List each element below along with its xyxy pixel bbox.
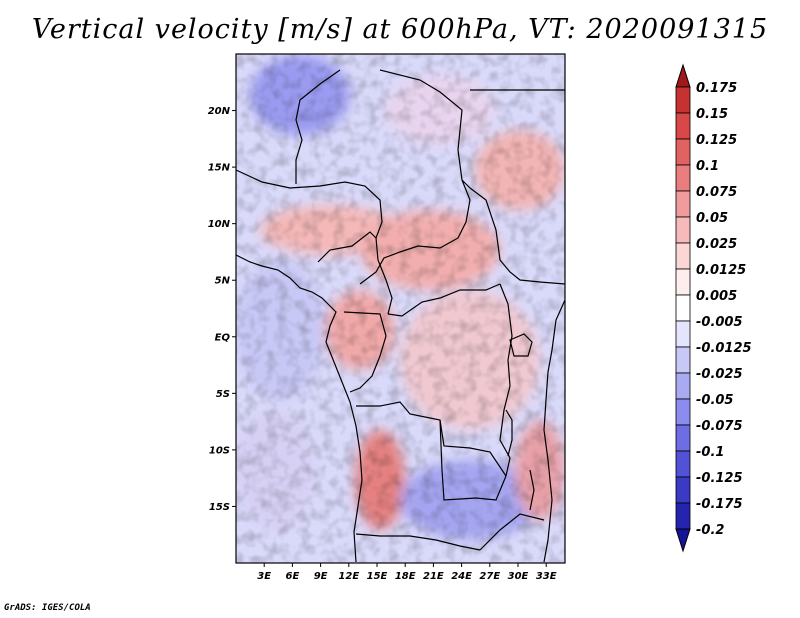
colorbar-level-label: 0.025 [696,237,737,252]
lon-tick-label: 3E [257,571,271,582]
border-car [387,283,501,317]
colorbar-segment [675,268,691,296]
colorbar-level-label: -0.025 [696,367,743,382]
border-sudan [469,187,565,285]
border-zambia-zimbabwe [479,513,545,551]
lat-tick-label: 20N [208,106,231,117]
border-namibia [355,533,481,551]
border-drc-south [356,401,507,477]
lake-malawi [529,469,535,511]
lon-tick-label: 24E [451,571,472,582]
lat-tick-label: 10N [208,219,231,230]
colorbar-segment [675,242,691,270]
colorbar-segment [675,450,691,478]
colorbar: 0.175 0.15 0.125 0.1 0.075 0.05 0.025 0.0125 0.0… [675,63,752,553]
colorbar-segment [675,164,691,192]
lon-tick-label: 21E [423,571,444,582]
colorbar-level-label: 0.15 [696,107,728,122]
grads-credit: GrADS: IGES/COLA [4,603,91,613]
coastline-east-africa [543,299,565,563]
colorbar-level-label: -0.075 [696,419,743,434]
border-nigeria-cameroon [317,231,393,315]
colorbar-level-label: -0.125 [696,471,743,486]
lon-tick-label: 33E [536,571,557,582]
colorbar-level-label: -0.005 [696,315,743,330]
lon-tick-label: 9E [314,571,328,582]
border-sahel [236,169,383,239]
border-mali-niger [295,69,341,184]
lon-tick-label: 18E [395,571,416,582]
colorbar-segment [675,372,691,400]
longitude-axis: 3E 6E 9E 12E 15E 18E 21E 24E 27E 30E 33E [257,563,557,582]
colorbar-top-arrow [675,63,691,88]
colorbar-level-label: 0.075 [696,185,737,200]
border-angola-zambia [439,419,507,501]
field-texture [236,54,565,563]
lat-tick-label: 5N [215,276,231,287]
colorbar-segment [675,346,691,374]
colorbar-level-label: 0.1 [696,159,719,174]
coastline-west-africa [236,254,363,563]
lon-tick-label: 27E [479,571,500,582]
lat-tick-label: 15S [209,502,230,513]
colorbar-segment [675,216,691,244]
colorbar-segment [675,476,691,504]
lat-tick-label: 10S [209,445,230,456]
map-title: Vertical velocity [m/s] at 600hPa, VT: 2… [31,14,769,45]
country-borders [236,69,565,563]
colorbar-level-label: -0.0125 [696,341,752,356]
colorbar-segment [675,502,691,530]
lat-tick-label: EQ [215,332,231,343]
vertical-velocity-field [236,54,565,563]
lon-tick-label: 6E [286,571,300,582]
colorbar-level-label: 0.175 [696,81,737,96]
colorbar-level-label: -0.175 [696,497,743,512]
colorbar-segment [675,112,691,140]
lon-tick-label: 30E [508,571,529,582]
lat-tick-label: 5S [216,389,230,400]
lake-victoria [509,333,533,357]
colorbar-level-label: 0.05 [696,211,728,226]
colorbar-segment [675,424,691,452]
colorbar-segment [675,320,691,348]
latitude-axis: 20N 15N 10N 5N EQ 5S 10S 15S [208,106,236,513]
colorbar-level-label: -0.05 [696,393,733,408]
border-congo [343,311,387,393]
lon-tick-label: 12E [338,571,359,582]
colorbar-segment [675,398,691,426]
colorbar-level-label: -0.2 [696,523,724,538]
colorbar-segment [675,294,691,322]
colorbar-level-label: 0.0125 [696,263,746,278]
colorbar-bottom-arrow [675,528,691,553]
colorbar-segment [675,190,691,218]
plot-frame [235,53,566,564]
lat-tick-label: 15N [208,163,231,174]
colorbar-level-label: 0.005 [696,289,737,304]
colorbar-level-label: -0.1 [696,445,724,460]
lake-tanganyika [505,409,513,457]
lon-tick-label: 15E [367,571,388,582]
border-drc-east [499,283,513,477]
colorbar-segment [675,138,691,166]
colorbar-segment [675,86,691,114]
colorbar-level-label: 0.125 [696,133,737,148]
